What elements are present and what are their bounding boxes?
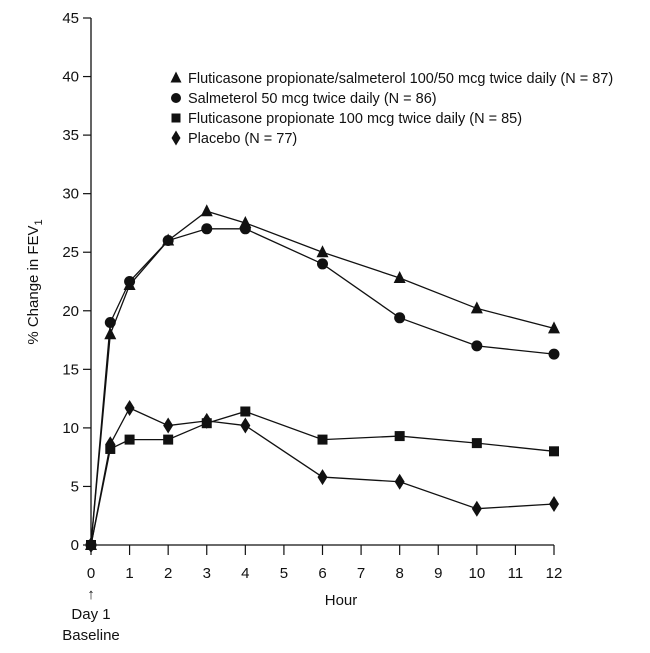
circle-marker: [548, 348, 560, 360]
circle-marker: [239, 223, 251, 235]
triangle-marker: [470, 301, 483, 314]
y-tick-label: 5: [71, 478, 79, 495]
x-tick-label: 3: [203, 565, 211, 582]
x-axis-label: Hour: [325, 592, 358, 609]
series-circle: [85, 223, 560, 551]
square-marker: [549, 446, 559, 457]
diamond-marker: [394, 473, 405, 490]
x-tick-label: 1: [125, 565, 133, 582]
x-tick-label: 11: [508, 565, 524, 582]
circle-marker: [104, 316, 116, 328]
triangle-marker: [170, 71, 182, 83]
diamond-marker: [471, 500, 482, 517]
diamond-marker: [549, 496, 559, 513]
diamond-marker: [163, 417, 174, 434]
diamond-marker: [240, 417, 251, 434]
diamond-marker: [105, 436, 116, 453]
x-tick-label: 4: [241, 565, 249, 582]
square-marker: [124, 434, 135, 445]
x-tick-label: 5: [280, 565, 288, 582]
diamond-marker: [171, 130, 181, 146]
y-tick-label: 10: [62, 420, 79, 437]
y-tick-label: 15: [62, 361, 79, 378]
series-line: [90, 410, 555, 546]
baseline-label: Baseline: [62, 627, 120, 644]
legend-label: Fluticasone propionate 100 mcg twice dai…: [188, 111, 522, 127]
legend-label: Placebo (N = 77): [188, 131, 297, 147]
circle-marker: [471, 340, 483, 352]
x-tick-label: 0: [87, 565, 95, 582]
y-tick-label: 0: [71, 537, 79, 554]
baseline-arrow: ↑: [87, 586, 95, 603]
circle-marker: [394, 312, 406, 324]
diamond-marker: [201, 412, 212, 429]
triangle-marker: [393, 270, 406, 283]
legend: Fluticasone propionate/salmeterol 100/50…: [170, 71, 613, 147]
y-axis-label-subscript: 1: [33, 219, 45, 225]
circle-marker: [201, 223, 213, 235]
x-tick-label: 6: [318, 565, 326, 582]
y-tick-label: 20: [62, 303, 79, 320]
legend-label: Salmeterol 50 mcg twice daily (N = 86): [188, 91, 437, 107]
x-tick-label: 10: [468, 565, 485, 582]
series-line: [90, 407, 555, 546]
circle-marker: [124, 276, 136, 287]
square-marker: [163, 434, 174, 445]
series-line: [90, 228, 555, 546]
diamond-marker: [317, 469, 328, 486]
triangle-marker: [548, 321, 560, 334]
y-tick-label: 25: [62, 244, 79, 261]
y-tick-label: 40: [62, 69, 79, 86]
triangle-marker: [316, 245, 329, 258]
diamond-marker: [86, 537, 96, 553]
x-tick-label: 12: [546, 565, 563, 582]
y-axis-label: % Change in FEV1: [25, 219, 45, 344]
square-marker: [171, 113, 181, 123]
x-tick-label: 7: [357, 565, 365, 582]
x-tick-label: 8: [395, 565, 403, 582]
legend-label: Fluticasone propionate/salmeterol 100/50…: [188, 71, 613, 87]
circle-marker: [171, 93, 181, 103]
series-triangle: [85, 204, 560, 550]
y-axis-label-text: % Change in FEV: [25, 225, 42, 344]
triangle-marker: [200, 204, 213, 217]
x-tick-label: 2: [164, 565, 172, 582]
legend-entry: Salmeterol 50 mcg twice daily (N = 86): [171, 91, 437, 107]
square-marker: [317, 434, 328, 445]
legend-entry: Placebo (N = 77): [171, 130, 297, 147]
series-line: [90, 210, 555, 546]
series-group: [85, 204, 560, 553]
y-tick-label: 35: [62, 127, 79, 144]
circle-marker: [162, 235, 174, 247]
square-marker: [394, 431, 405, 442]
y-tick-label: 45: [62, 10, 79, 27]
baseline-day-label: Day 1: [71, 606, 110, 623]
triangle-marker: [104, 327, 117, 340]
circle-marker: [317, 258, 328, 270]
series-diamond: [86, 399, 559, 553]
x-tick-label: 9: [434, 565, 442, 582]
y-tick-label: 30: [62, 186, 79, 203]
diamond-marker: [124, 399, 135, 416]
square-marker: [471, 438, 482, 449]
legend-entry: Fluticasone propionate 100 mcg twice dai…: [171, 111, 522, 127]
square-marker: [240, 406, 251, 417]
legend-entry: Fluticasone propionate/salmeterol 100/50…: [170, 71, 613, 87]
